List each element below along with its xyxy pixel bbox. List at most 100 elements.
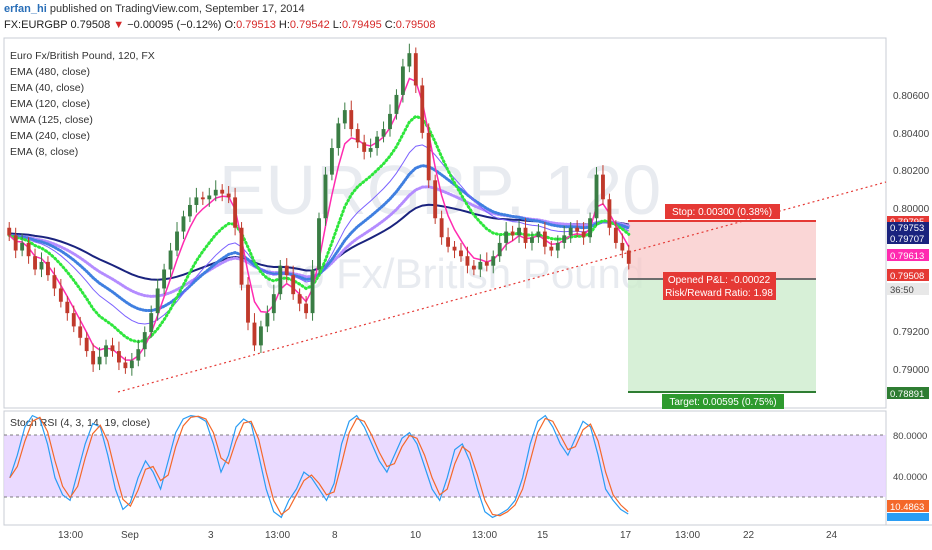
candle[interactable] xyxy=(375,136,380,149)
candle[interactable] xyxy=(465,256,470,266)
candle[interactable] xyxy=(581,231,586,238)
candle[interactable] xyxy=(39,261,44,270)
candle[interactable] xyxy=(284,265,289,276)
candle[interactable] xyxy=(607,199,612,228)
candle[interactable] xyxy=(278,265,283,295)
candle[interactable] xyxy=(426,132,431,181)
price-axis[interactable]: 0.80600 0.80400 0.80200 0.80000 0.79200 … xyxy=(893,91,930,376)
candle[interactable] xyxy=(213,189,218,196)
candle[interactable] xyxy=(626,250,631,264)
candle[interactable] xyxy=(226,193,231,198)
candle[interactable] xyxy=(504,231,509,243)
candle[interactable] xyxy=(491,256,496,266)
candle[interactable] xyxy=(136,349,141,361)
stoch-title[interactable]: Stoch RSI (4, 3, 14, 19, close) xyxy=(10,417,150,429)
candle[interactable] xyxy=(484,261,489,266)
candle[interactable] xyxy=(304,303,309,314)
legend-item[interactable]: WMA (125, close) xyxy=(10,114,93,126)
legend-title[interactable]: Euro Fx/British Pound, 120, FX xyxy=(10,50,155,62)
candle[interactable] xyxy=(323,174,328,219)
candle[interactable] xyxy=(265,313,270,327)
legend-item[interactable]: EMA (120, close) xyxy=(10,98,90,110)
candle[interactable] xyxy=(336,123,341,149)
candle[interactable] xyxy=(530,237,534,243)
candle[interactable] xyxy=(510,231,515,236)
candle[interactable] xyxy=(478,261,483,270)
candle[interactable] xyxy=(33,256,37,270)
candle[interactable] xyxy=(200,197,205,200)
candle[interactable] xyxy=(175,231,179,251)
candle[interactable] xyxy=(349,110,354,130)
candle[interactable] xyxy=(220,189,225,194)
candle[interactable] xyxy=(555,242,560,251)
candle[interactable] xyxy=(46,261,50,276)
author-link[interactable]: erfan_hi xyxy=(4,3,47,15)
candle[interactable] xyxy=(58,288,63,302)
candle[interactable] xyxy=(297,294,302,304)
candle[interactable] xyxy=(394,94,399,114)
candle[interactable] xyxy=(562,235,567,243)
candle[interactable] xyxy=(471,265,476,270)
candle[interactable] xyxy=(187,204,192,217)
candle[interactable] xyxy=(542,231,547,247)
candle[interactable] xyxy=(310,269,315,314)
candle[interactable] xyxy=(439,218,444,238)
candle[interactable] xyxy=(168,250,173,270)
candle[interactable] xyxy=(368,148,373,152)
candle[interactable] xyxy=(239,227,244,285)
symbol-label[interactable]: FX:EURGBP xyxy=(4,19,68,31)
candle[interactable] xyxy=(317,218,321,270)
time-axis[interactable]: 13:00 Sep 3 13:00 8 10 13:00 15 17 13:00… xyxy=(58,530,838,541)
candle[interactable] xyxy=(20,242,25,251)
candle[interactable] xyxy=(123,362,128,369)
candle[interactable] xyxy=(381,129,386,137)
candle[interactable] xyxy=(433,180,438,219)
candle[interactable] xyxy=(355,129,360,143)
candle[interactable] xyxy=(291,275,296,295)
price-chart[interactable]: EURGBP, 120 Euro Fx/British Pound Euro F… xyxy=(0,36,932,550)
candle[interactable] xyxy=(620,242,625,251)
candle[interactable] xyxy=(601,174,605,200)
candle[interactable] xyxy=(258,326,263,346)
candle[interactable] xyxy=(91,351,96,365)
candle[interactable] xyxy=(13,235,18,251)
candle[interactable] xyxy=(71,313,76,327)
candle[interactable] xyxy=(142,332,147,350)
candle[interactable] xyxy=(129,360,134,369)
candle[interactable] xyxy=(568,227,573,236)
candle[interactable] xyxy=(388,113,392,130)
candle[interactable] xyxy=(523,227,528,243)
candle[interactable] xyxy=(65,301,70,314)
candle[interactable] xyxy=(575,227,580,232)
candle[interactable] xyxy=(536,231,541,238)
candle[interactable] xyxy=(613,227,618,243)
candle[interactable] xyxy=(117,351,121,363)
candle[interactable] xyxy=(362,142,367,152)
legend-item[interactable]: EMA (480, close) xyxy=(10,66,90,78)
legend-item[interactable]: EMA (8, close) xyxy=(10,146,78,158)
candle[interactable] xyxy=(84,337,89,352)
candle[interactable] xyxy=(155,288,160,314)
candle[interactable] xyxy=(329,148,334,175)
candle[interactable] xyxy=(78,326,83,338)
candle[interactable] xyxy=(97,356,102,365)
candle[interactable] xyxy=(7,227,12,236)
candle[interactable] xyxy=(413,53,418,86)
candle[interactable] xyxy=(446,237,451,247)
candle[interactable] xyxy=(271,294,276,314)
candle[interactable] xyxy=(452,246,457,251)
candle[interactable] xyxy=(194,197,199,205)
candle[interactable] xyxy=(549,246,554,251)
candle[interactable] xyxy=(594,174,599,219)
candle[interactable] xyxy=(252,322,257,346)
candle[interactable] xyxy=(517,227,521,236)
candle[interactable] xyxy=(497,242,502,257)
legend-item[interactable]: EMA (40, close) xyxy=(10,82,84,94)
candle[interactable] xyxy=(407,53,412,67)
candle[interactable] xyxy=(207,195,212,200)
candle[interactable] xyxy=(459,250,463,257)
candle[interactable] xyxy=(104,345,108,357)
candle[interactable] xyxy=(162,269,167,289)
candle[interactable] xyxy=(588,218,592,238)
candle[interactable] xyxy=(342,110,347,124)
